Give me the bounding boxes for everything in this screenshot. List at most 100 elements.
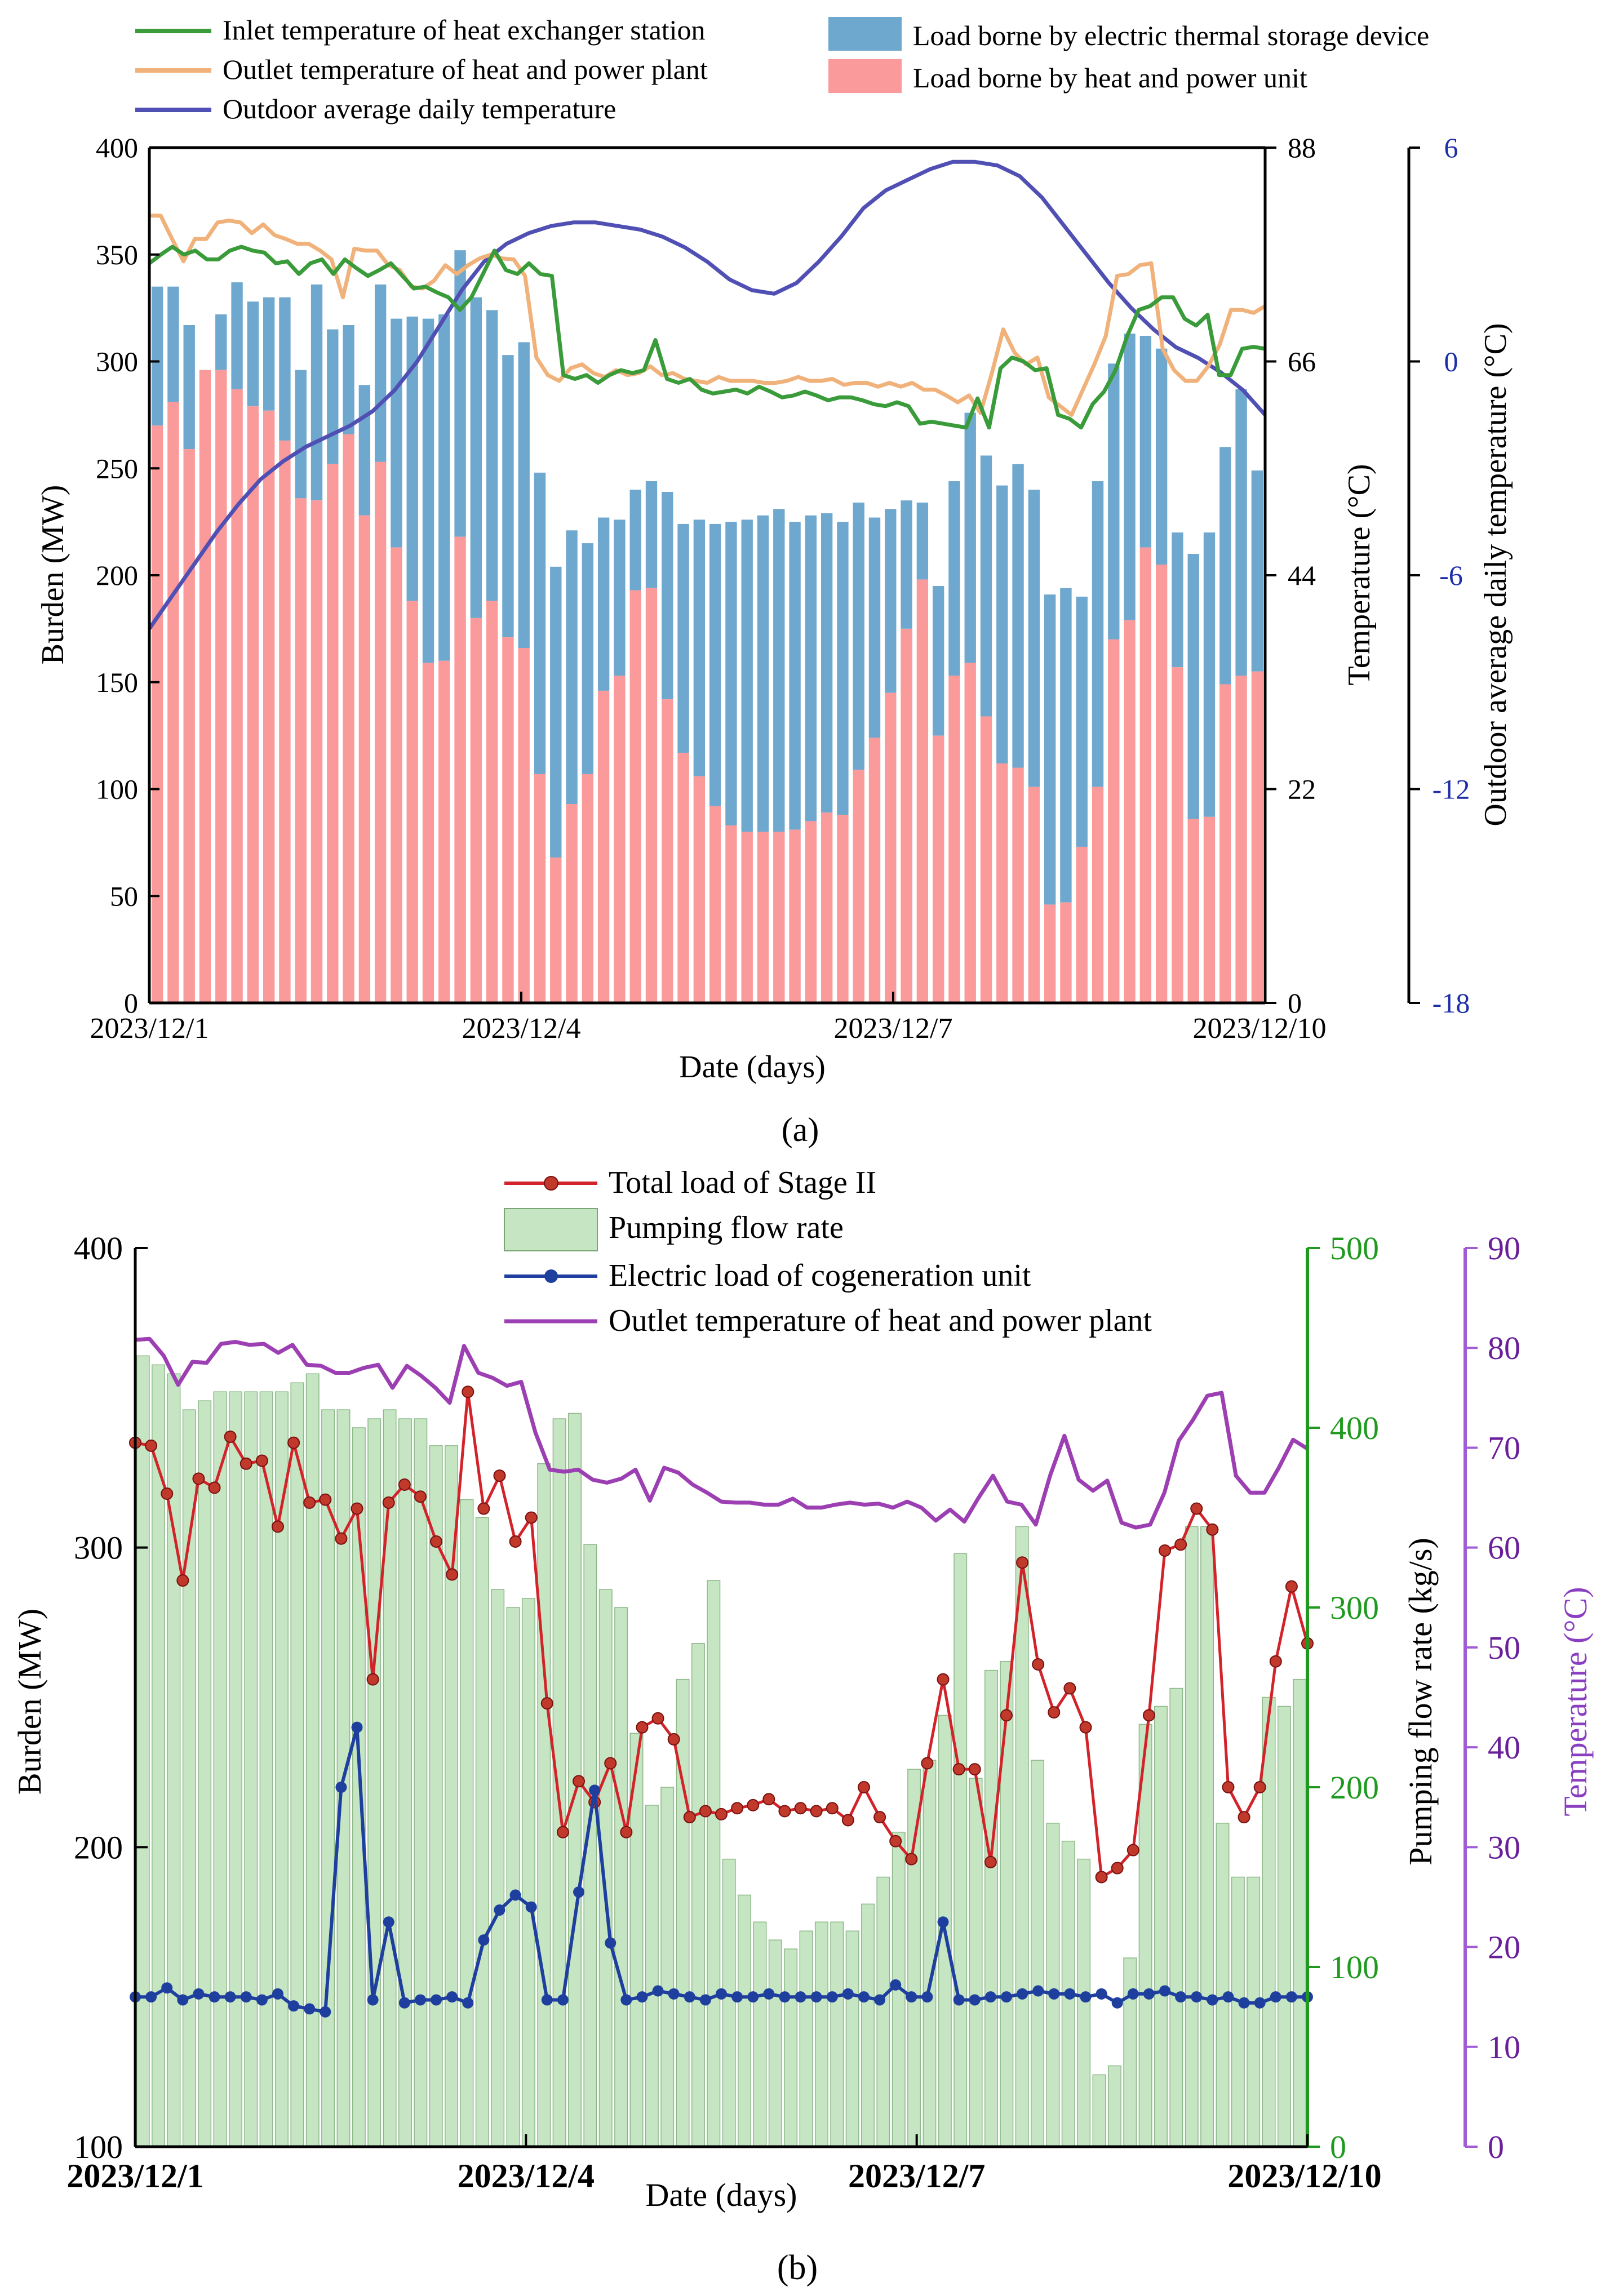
point-electric-load-64: [1143, 1988, 1155, 2000]
bar-storage-46: [885, 509, 897, 693]
point-total-load-69: [1222, 1781, 1235, 1793]
b-y3tick-8: 80: [1488, 1330, 1520, 1366]
b-y2tick-4: 400: [1330, 1410, 1379, 1446]
legend-b-outlet-label: Outlet temperature of heat and power pla…: [609, 1303, 1152, 1338]
point-total-load-71: [1253, 1781, 1266, 1793]
point-total-load-65: [1159, 1544, 1172, 1557]
bar-chp-26: [566, 804, 578, 1003]
bar-storage-31: [645, 481, 658, 588]
point-electric-load-56: [1017, 1988, 1028, 2000]
bar-storage-36: [725, 522, 737, 826]
chart-b-y3label: Temperature (°C): [1557, 1587, 1594, 1816]
bar-chp-50: [948, 676, 960, 1003]
bar-storage-40: [789, 522, 801, 830]
bar-flow-15: [367, 1418, 382, 2147]
bar-chp-24: [534, 774, 546, 1003]
point-total-load-51: [937, 1673, 950, 1686]
bar-storage-66: [1203, 532, 1216, 817]
b-xtick-0: 2023/12/1: [66, 2157, 203, 2195]
point-electric-load-48: [890, 1979, 902, 1991]
bar-chp-49: [932, 735, 944, 1003]
point-total-load-41: [778, 1805, 791, 1818]
point-total-load-2: [161, 1487, 174, 1500]
b-y2tick-2: 200: [1330, 1769, 1379, 1806]
point-total-load-68: [1206, 1523, 1219, 1536]
bar-flow-66: [1154, 1706, 1168, 2147]
b-y3tick-0: 0: [1488, 2129, 1504, 2165]
bar-flow-6: [228, 1391, 242, 2147]
bar-flow-11: [305, 1373, 320, 2147]
legend-a-storage-label: Load borne by electric thermal storage d…: [913, 20, 1429, 51]
bar-chp-1: [167, 402, 179, 1003]
point-total-load-73: [1285, 1580, 1298, 1593]
chart-b-xlabel: Date (days): [646, 2177, 797, 2213]
bar-chp-54: [1012, 767, 1024, 1003]
bar-chp-43: [837, 815, 849, 1003]
point-electric-load-52: [953, 1994, 965, 2006]
bar-storage-14: [374, 284, 387, 462]
bar-storage-48: [916, 502, 929, 580]
chart-a-ylabel: Burden (MW): [36, 485, 70, 665]
bar-storage-23: [518, 342, 530, 649]
bar-chp-39: [773, 832, 785, 1003]
point-electric-load-24: [509, 1889, 521, 1901]
legend-b-flow-label: Pumping flow rate: [609, 1210, 844, 1245]
bar-flow-37: [707, 1580, 721, 2147]
bar-storage-38: [757, 515, 769, 832]
bar-storage-60: [1108, 363, 1120, 639]
line-inlet-temp: [148, 245, 1266, 430]
point-electric-load-46: [858, 1991, 870, 2003]
point-electric-load-57: [1032, 1985, 1044, 1997]
a-ytick-4: 200: [96, 559, 138, 591]
bar-chp-8: [279, 440, 291, 1003]
point-electric-load-22: [478, 1934, 490, 1946]
point-electric-load-3: [177, 1994, 189, 2006]
point-electric-load-18: [414, 1994, 426, 2006]
bar-storage-53: [996, 485, 1008, 763]
bar-flow-26: [537, 1463, 551, 2147]
point-total-load-30: [604, 1757, 617, 1770]
a-ytick-1: 50: [110, 880, 138, 912]
bar-chp-21: [486, 601, 498, 1003]
point-total-load-34: [667, 1733, 680, 1746]
bar-chp-23: [518, 648, 530, 1003]
bar-chp-58: [1076, 846, 1088, 1003]
bar-storage-58: [1076, 596, 1088, 847]
chart-a-lines: [148, 159, 1267, 630]
point-total-load-15: [366, 1673, 379, 1686]
point-electric-load-58: [1048, 1988, 1060, 2000]
bar-storage-4: [215, 314, 227, 370]
bar-chp-60: [1108, 639, 1120, 1003]
bar-flow-22: [475, 1517, 489, 2147]
legend-a-chp-label: Load borne by heat and power unit: [913, 62, 1307, 94]
line-outdoor-temp: [148, 159, 1267, 630]
point-total-load-63: [1127, 1844, 1139, 1857]
bar-storage-68: [1235, 389, 1247, 676]
point-electric-load-28: [573, 1886, 585, 1898]
a-y3tick-2: -6: [1439, 559, 1463, 591]
a-y3tick-3: 0: [1444, 346, 1458, 378]
bar-storage-56: [1044, 594, 1056, 905]
bar-storage-27: [582, 543, 594, 774]
bar-storage-5: [231, 282, 243, 389]
chart-b-ylabel: Burden (MW): [11, 1609, 48, 1795]
point-total-load-6: [224, 1430, 237, 1443]
bar-chp-15: [391, 547, 402, 1003]
bar-storage-19: [454, 250, 466, 537]
point-total-load-10: [287, 1436, 300, 1449]
bar-flow-54: [969, 1778, 983, 2147]
point-electric-load-54: [984, 1991, 996, 2003]
point-total-load-26: [540, 1697, 553, 1710]
bar-storage-16: [406, 316, 418, 601]
point-electric-load-27: [557, 1994, 569, 2006]
bar-chp-46: [885, 692, 897, 1003]
b-y3tick-6: 60: [1488, 1530, 1520, 1566]
bar-chp-59: [1092, 787, 1104, 1003]
point-electric-load-38: [731, 1991, 743, 2003]
a-y2tick-4: 88: [1288, 132, 1316, 163]
bar-chp-53: [996, 763, 1008, 1003]
figure-label-a: (a): [782, 1111, 819, 1148]
bar-chp-45: [868, 738, 881, 1003]
a-ytick-0: 0: [124, 987, 138, 1019]
